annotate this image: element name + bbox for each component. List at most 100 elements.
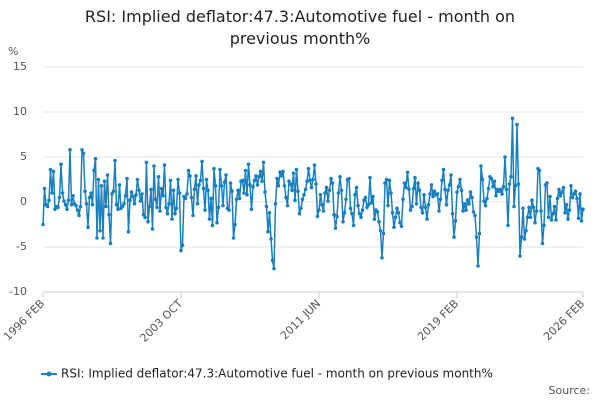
data-point bbox=[531, 205, 536, 210]
data-point bbox=[563, 211, 567, 215]
data-point bbox=[137, 188, 141, 193]
data-point bbox=[381, 231, 386, 236]
data-point bbox=[377, 220, 381, 224]
data-point bbox=[216, 205, 221, 210]
data-point bbox=[84, 202, 89, 206]
data-point bbox=[284, 195, 288, 200]
data-point bbox=[479, 164, 483, 168]
x-tick-label: 2019 FEB bbox=[415, 297, 461, 343]
data-point bbox=[429, 183, 434, 187]
data-point bbox=[57, 195, 62, 200]
data-point bbox=[170, 217, 174, 221]
data-point bbox=[386, 203, 390, 208]
data-point bbox=[395, 206, 399, 211]
data-point bbox=[296, 189, 300, 193]
data-point bbox=[498, 187, 503, 192]
data-point bbox=[138, 199, 143, 203]
data-point bbox=[159, 186, 164, 191]
data-point bbox=[575, 196, 579, 201]
data-point bbox=[230, 189, 234, 193]
data-point bbox=[534, 209, 539, 213]
data-point bbox=[221, 203, 225, 208]
data-point bbox=[209, 196, 213, 201]
data-point bbox=[120, 204, 125, 209]
data-point bbox=[356, 203, 360, 208]
data-point bbox=[368, 175, 372, 180]
data-point bbox=[62, 199, 66, 203]
data-point bbox=[275, 176, 279, 181]
data-point bbox=[200, 159, 204, 164]
data-point bbox=[468, 190, 473, 194]
data-point bbox=[90, 202, 95, 207]
y-tick-label: -5 bbox=[16, 240, 27, 253]
data-point bbox=[222, 180, 227, 184]
data-point bbox=[273, 202, 278, 206]
data-point bbox=[489, 176, 494, 181]
data-point bbox=[470, 195, 474, 200]
data-point bbox=[492, 179, 497, 184]
data-point bbox=[425, 217, 429, 221]
data-point bbox=[171, 188, 176, 193]
data-point bbox=[507, 182, 512, 186]
data-point bbox=[452, 235, 456, 239]
data-point bbox=[141, 212, 146, 217]
data-point bbox=[162, 163, 167, 167]
data-point bbox=[288, 182, 293, 186]
data-point bbox=[161, 193, 165, 198]
data-point bbox=[459, 188, 464, 193]
data-point bbox=[342, 211, 347, 215]
legend-marker bbox=[46, 371, 52, 377]
data-point bbox=[311, 177, 315, 182]
data-point bbox=[315, 214, 320, 219]
data-point bbox=[396, 211, 401, 215]
data-point bbox=[233, 222, 237, 227]
data-point bbox=[101, 236, 105, 240]
data-point bbox=[60, 191, 65, 195]
data-point bbox=[537, 168, 542, 173]
data-point bbox=[410, 204, 414, 209]
data-point bbox=[512, 204, 516, 209]
data-point bbox=[71, 193, 75, 198]
data-point bbox=[380, 255, 384, 260]
data-point bbox=[152, 164, 156, 168]
data-point bbox=[404, 185, 408, 190]
data-point bbox=[107, 212, 111, 217]
data-point bbox=[143, 215, 147, 220]
data-point bbox=[446, 188, 450, 193]
data-point bbox=[420, 211, 425, 215]
data-point bbox=[248, 183, 252, 187]
data-point bbox=[264, 204, 269, 209]
data-point bbox=[135, 177, 140, 182]
data-point bbox=[351, 223, 356, 228]
data-point bbox=[297, 211, 302, 216]
data-point bbox=[303, 187, 308, 192]
data-point bbox=[105, 173, 110, 177]
data-point bbox=[513, 184, 518, 188]
data-point bbox=[419, 205, 423, 210]
x-tick-label: 2003 OCT bbox=[137, 297, 185, 345]
data-point bbox=[416, 181, 420, 185]
data-point bbox=[294, 167, 299, 172]
data-point bbox=[432, 189, 437, 193]
data-point bbox=[477, 231, 482, 236]
data-point bbox=[357, 211, 362, 216]
data-point bbox=[405, 170, 410, 175]
data-point bbox=[335, 214, 339, 219]
data-point bbox=[213, 184, 218, 188]
data-point bbox=[77, 213, 81, 218]
y-tick-label: -10 bbox=[9, 285, 27, 298]
data-point bbox=[422, 193, 426, 197]
data-point bbox=[104, 204, 108, 209]
data-point bbox=[353, 193, 357, 197]
data-point bbox=[267, 211, 272, 215]
data-point bbox=[320, 202, 324, 207]
data-point bbox=[257, 175, 261, 179]
data-point bbox=[515, 122, 519, 127]
data-point bbox=[231, 236, 236, 240]
data-point bbox=[330, 181, 335, 185]
data-point bbox=[75, 208, 80, 212]
data-point bbox=[240, 178, 245, 183]
data-point bbox=[443, 187, 447, 192]
data-point bbox=[561, 185, 566, 190]
data-point bbox=[384, 177, 389, 182]
